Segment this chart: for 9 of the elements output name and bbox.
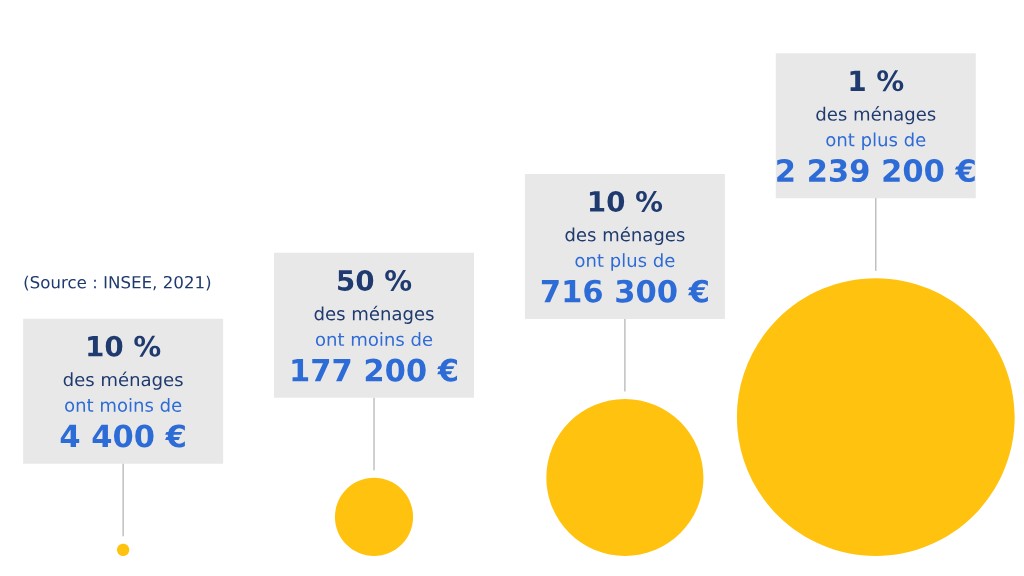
text: (Source : INSEE, 2021): [24, 275, 211, 291]
category-label: 10 % des ménages ont moins de: [63, 335, 183, 412]
category-label: 50 % des ménages ont moins de: [314, 269, 434, 347]
category-label: 1 % des ménages ont plus de: [816, 70, 936, 150]
data-label: 2 239 200 €: [777, 158, 975, 183]
data-label: 177 200 €: [292, 358, 458, 382]
data-label: 716 300 €: [541, 279, 708, 303]
category-label: 10 % des ménages ont plus de: [565, 190, 685, 271]
data-label: 4 400 €: [60, 424, 185, 448]
